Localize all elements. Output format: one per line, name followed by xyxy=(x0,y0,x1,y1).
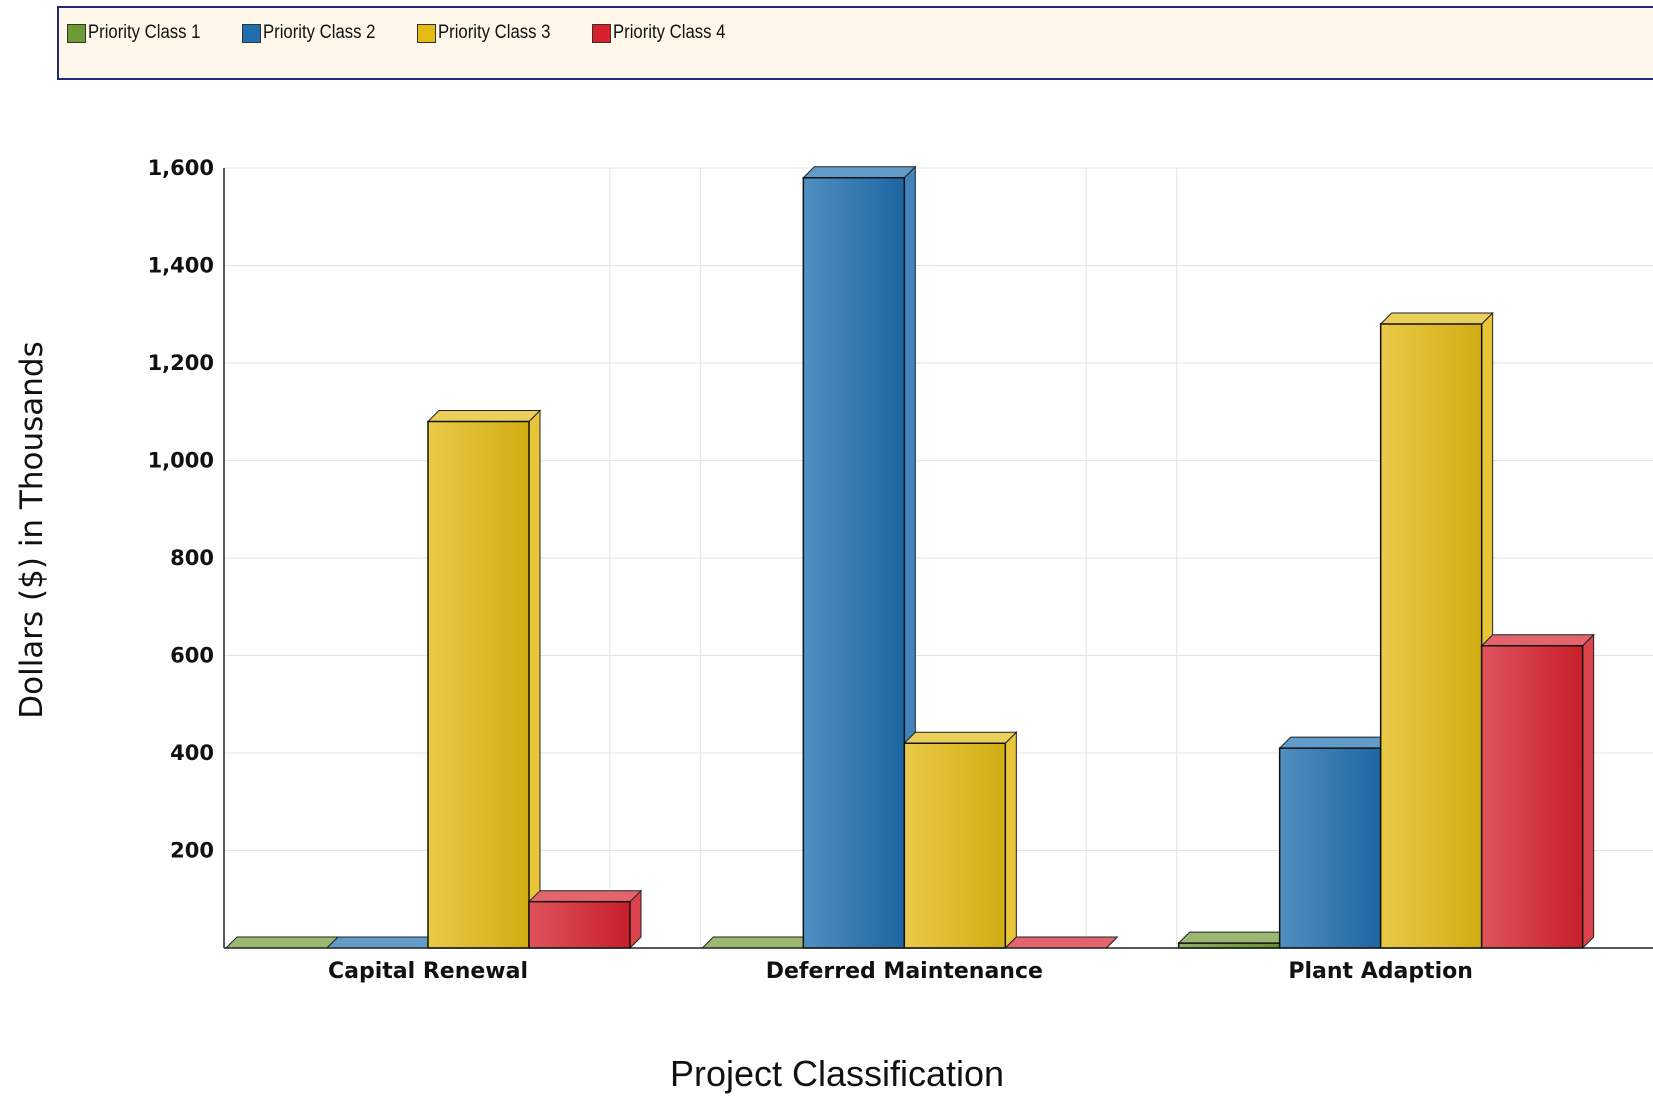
y-tick-label: 1,400 xyxy=(148,254,214,278)
bar-0-0 xyxy=(224,936,340,949)
bar-0-1 xyxy=(325,936,441,949)
x-tick-label: Capital Renewal xyxy=(328,959,528,984)
bar-top xyxy=(701,936,816,949)
y-axis-title: Dollars ($) in Thousands xyxy=(14,341,50,719)
y-tick-label: 1,600 xyxy=(148,156,214,180)
bar-front xyxy=(528,900,631,949)
bar-front xyxy=(1278,747,1382,949)
legend-swatch-green xyxy=(67,23,86,43)
bar-top xyxy=(1379,312,1494,325)
bar-top xyxy=(1004,936,1119,949)
y-tick-label: 400 xyxy=(170,741,214,765)
bar-top xyxy=(325,936,441,949)
bar-0-2 xyxy=(426,409,542,950)
legend-swatch-blue xyxy=(242,23,261,43)
bar-top xyxy=(903,731,1018,744)
bar-front xyxy=(1480,645,1584,949)
legend: Priority Class 1 Priority Class 2 Priori… xyxy=(57,6,1653,80)
bar-top xyxy=(1278,736,1393,749)
legend-label: Priority Class 4 xyxy=(613,22,726,43)
bar-side xyxy=(1582,633,1595,950)
legend-swatch-red xyxy=(592,23,611,43)
x-axis-title: Project Classification xyxy=(669,1053,1005,1094)
bar-top xyxy=(527,890,643,903)
legend-item-priority-class-2[interactable]: Priority Class 2 xyxy=(242,22,391,44)
legend-label: Priority Class 2 xyxy=(263,22,376,43)
x-tick-label: Deferred Maintenance xyxy=(766,959,1043,984)
bar-front xyxy=(903,742,1007,949)
bar-front xyxy=(1379,323,1483,949)
bar-2-1 xyxy=(1278,735,1393,950)
x-tick-label: Plant Adaption xyxy=(1288,959,1473,984)
bar-1-2 xyxy=(903,731,1018,950)
bar-1-3 xyxy=(1004,936,1119,949)
bar-0-3 xyxy=(527,889,643,950)
y-tick-label: 1,000 xyxy=(148,449,214,473)
bar-top xyxy=(1480,634,1595,647)
legend-item-priority-class-1[interactable]: Priority Class 1 xyxy=(67,22,216,44)
bar-front xyxy=(802,177,906,949)
bar-top xyxy=(224,936,340,949)
bar-2-2 xyxy=(1379,311,1494,950)
y-tick-label: 800 xyxy=(170,546,214,570)
bar-2-0 xyxy=(1177,930,1292,950)
bar-top xyxy=(802,166,917,179)
bar-1-1 xyxy=(802,165,917,950)
bar-side xyxy=(1004,731,1017,950)
bar-top xyxy=(1177,931,1292,944)
legend-label: Priority Class 3 xyxy=(438,22,551,43)
bar-1-0 xyxy=(701,936,816,949)
legend-label: Priority Class 1 xyxy=(88,22,201,43)
y-tick-label: 200 xyxy=(170,839,214,863)
y-tick-label: 600 xyxy=(170,644,214,668)
bar-2-3 xyxy=(1480,633,1595,950)
y-tick-label: 1,200 xyxy=(148,351,214,375)
legend-swatch-yellow xyxy=(417,23,436,43)
bar-front xyxy=(427,420,530,949)
bar-side xyxy=(528,409,541,950)
bar-top xyxy=(426,410,542,422)
legend-item-priority-class-4[interactable]: Priority Class 4 xyxy=(592,22,741,44)
legend-item-priority-class-3[interactable]: Priority Class 3 xyxy=(417,22,566,44)
